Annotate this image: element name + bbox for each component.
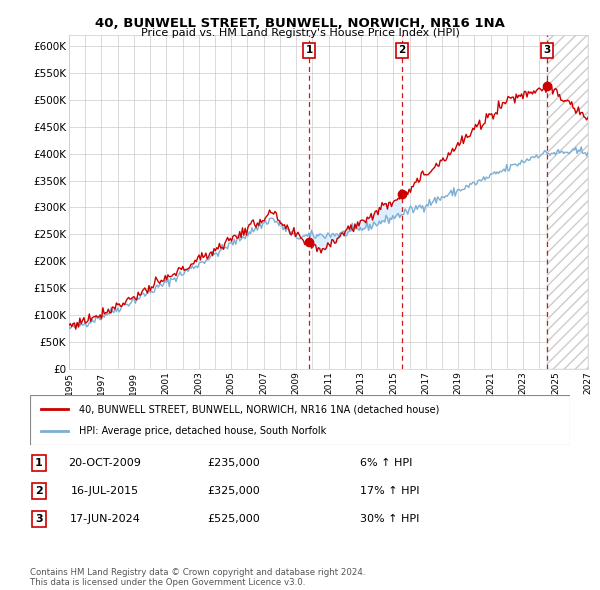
Line: HPI: Average price, detached house, South Norfolk: HPI: Average price, detached house, Sout… [69,147,588,329]
40, BUNWELL STREET, BUNWELL, NORWICH, NR16 1NA (detached house) [101,310,108,317]
Text: Price paid vs. HM Land Registry's House Price Index (HPI): Price paid vs. HM Land Registry's House … [140,28,460,38]
40, BUNWELL STREET, BUNWELL, NORWICH, NR16 1NA (detached house) [334,235,341,242]
HPI: Average price, detached house, South Norfolk: (2e+03, 7.49e+04): Average price, detached house, South Nor… [67,325,74,332]
Text: Contains HM Land Registry data © Crown copyright and database right 2024.
This d: Contains HM Land Registry data © Crown c… [30,568,365,587]
HPI: Average price, detached house, South Norfolk: (2e+03, 7.7e+04): Average price, detached house, South Nor… [65,324,73,331]
Text: £525,000: £525,000 [208,514,260,524]
Text: 40, BUNWELL STREET, BUNWELL, NORWICH, NR16 1NA: 40, BUNWELL STREET, BUNWELL, NORWICH, NR… [95,17,505,30]
Text: 17-JUN-2024: 17-JUN-2024 [70,514,140,524]
Text: 1: 1 [35,458,43,468]
40, BUNWELL STREET, BUNWELL, NORWICH, NR16 1NA (detached house) [514,94,521,101]
Text: 6% ↑ HPI: 6% ↑ HPI [360,458,412,468]
HPI: Average price, detached house, South Norfolk: (2e+03, 9.56e+04): Average price, detached house, South Nor… [101,314,108,321]
40, BUNWELL STREET, BUNWELL, NORWICH, NR16 1NA (detached house) [437,157,444,164]
Text: 30% ↑ HPI: 30% ↑ HPI [360,514,419,524]
Text: 3: 3 [35,514,43,524]
HPI: Average price, detached house, South Norfolk: (2.03e+03, 3.96e+05): Average price, detached house, South Nor… [583,152,590,159]
Text: £325,000: £325,000 [208,486,260,496]
40, BUNWELL STREET, BUNWELL, NORWICH, NR16 1NA (detached house) [65,322,73,329]
HPI: Average price, detached house, South Norfolk: (2.03e+03, 4.02e+05): Average price, detached house, South Nor… [584,149,592,156]
Text: 3: 3 [543,45,550,55]
HPI: Average price, detached house, South Norfolk: (2.03e+03, 4.13e+05): Average price, detached house, South Nor… [578,143,585,150]
HPI: Average price, detached house, South Norfolk: (2.01e+03, 2.51e+05): Average price, detached house, South Nor… [334,231,341,238]
40, BUNWELL STREET, BUNWELL, NORWICH, NR16 1NA (detached house) [85,317,92,324]
HPI: Average price, detached house, South Norfolk: (2.02e+03, 3.13e+05): Average price, detached house, South Nor… [437,197,444,204]
Text: 1: 1 [305,45,313,55]
Line: 40, BUNWELL STREET, BUNWELL, NORWICH, NR16 1NA (detached house): 40, BUNWELL STREET, BUNWELL, NORWICH, NR… [69,81,588,329]
HPI: Average price, detached house, South Norfolk: (2.02e+03, 3.77e+05): Average price, detached house, South Nor… [514,162,521,169]
Text: 20-OCT-2009: 20-OCT-2009 [68,458,142,468]
Text: 2: 2 [398,45,406,55]
HPI: Average price, detached house, South Norfolk: (2e+03, 8.01e+04): Average price, detached house, South Nor… [85,322,92,329]
Text: £235,000: £235,000 [208,458,260,468]
40, BUNWELL STREET, BUNWELL, NORWICH, NR16 1NA (detached house) [72,326,79,333]
40, BUNWELL STREET, BUNWELL, NORWICH, NR16 1NA (detached house) [584,114,592,121]
Text: HPI: Average price, detached house, South Norfolk: HPI: Average price, detached house, Sout… [79,427,326,437]
40, BUNWELL STREET, BUNWELL, NORWICH, NR16 1NA (detached house) [583,116,590,123]
Text: 17% ↑ HPI: 17% ↑ HPI [360,486,419,496]
Text: 2: 2 [35,486,43,496]
40, BUNWELL STREET, BUNWELL, NORWICH, NR16 1NA (detached house) [544,78,551,85]
Text: 16-JUL-2015: 16-JUL-2015 [71,486,139,496]
Text: 40, BUNWELL STREET, BUNWELL, NORWICH, NR16 1NA (detached house): 40, BUNWELL STREET, BUNWELL, NORWICH, NR… [79,404,439,414]
